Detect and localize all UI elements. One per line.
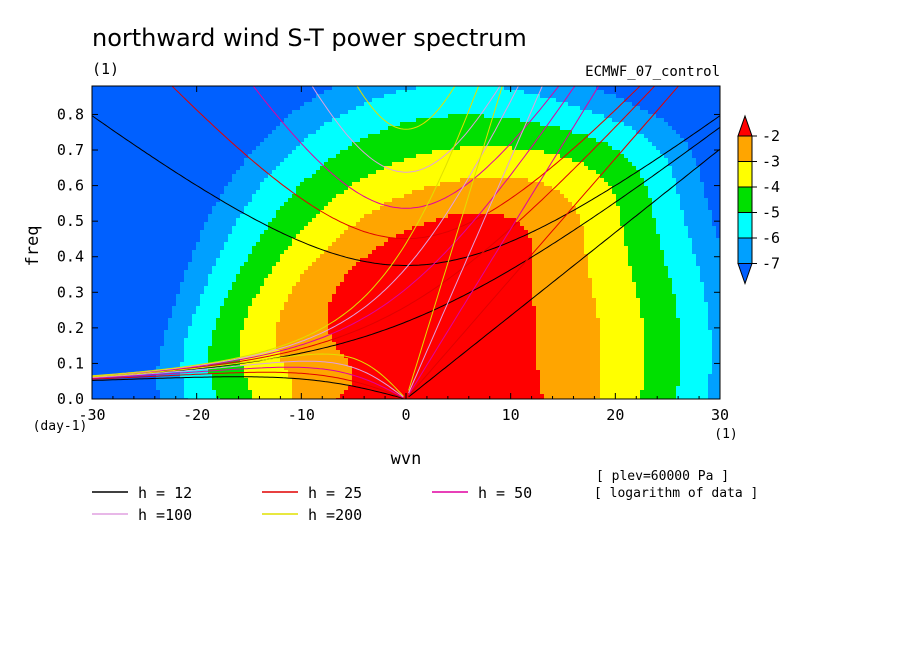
legend: h = 12 h = 25 h = 50 h =100 h =200	[92, 484, 532, 524]
x-tick-label: 10	[502, 406, 520, 424]
x-tick-label: 0	[401, 406, 410, 424]
dispersion-curve-2-mrg	[92, 86, 576, 377]
y-tick-label: 0.5	[57, 212, 84, 230]
dispersion-curve-1-mrg	[92, 86, 656, 378]
dispersion-curve-0-kelvin	[408, 148, 720, 398]
dispersion-curve-1-ig	[171, 86, 641, 240]
x-axis-label: wvn	[391, 449, 422, 469]
legend-label: h =200	[308, 506, 362, 524]
colorbar-arrow-top	[737, 114, 753, 137]
legend-label: h = 12	[138, 484, 192, 502]
y-tick-label: 0.6	[57, 177, 84, 195]
x-tick-label: -30	[78, 406, 105, 424]
dispersion-curve-0-ig	[92, 115, 720, 266]
dispersion-curves	[92, 86, 720, 399]
colorbar-label: -3	[762, 153, 780, 171]
legend-label: h = 50	[478, 484, 532, 502]
subtitle-model: ECMWF_07_control	[585, 64, 720, 80]
dispersion-curve-2-rossby	[92, 366, 404, 399]
x-axis-unit: (1)	[714, 427, 737, 442]
subtitle-unit: (1)	[92, 60, 119, 78]
colorbar-label: -5	[762, 204, 780, 222]
chart-title: northward wind S-T power spectrum	[92, 24, 527, 52]
dispersion-curve-4-mrg	[92, 86, 480, 377]
dispersion-curve-1-rossby	[92, 371, 404, 399]
legend-label: h =100	[138, 506, 192, 524]
x-tick-label: 20	[606, 406, 624, 424]
annotation-plev: [ plev=60000 Pa ]	[596, 469, 729, 484]
y-tick-label: 0.7	[57, 141, 84, 159]
y-tick-label: 0.2	[57, 319, 84, 337]
colorbar-box	[737, 237, 753, 264]
colorbar-label: -6	[762, 229, 780, 247]
y-tick-label: 0.1	[57, 354, 84, 372]
colorbar-box	[737, 135, 753, 162]
dispersion-curve-2-ig	[252, 86, 560, 209]
y-tick-label: 0.4	[57, 248, 84, 266]
dispersion-curve-4-kelvin	[408, 86, 503, 391]
dispersion-curve-4-rossby	[92, 353, 404, 397]
legend-label: h = 25	[308, 484, 362, 502]
x-tick-label: -20	[183, 406, 210, 424]
dispersion-curve-3-kelvin	[408, 86, 543, 394]
dispersion-curve-3-mrg	[92, 86, 519, 377]
dispersion-curve-0-mrg	[92, 126, 720, 378]
dispersion-curve-4-ig	[356, 86, 456, 130]
colorbar: -2 -3 -4 -5 -6 -7	[737, 114, 780, 286]
colorbar-label: -4	[762, 178, 780, 196]
x-tick-label: -10	[288, 406, 315, 424]
colorbar-box	[737, 186, 753, 213]
y-tick-label: 0.3	[57, 283, 84, 301]
dispersion-curve-0-rossby	[92, 376, 404, 399]
dispersion-curve-3-rossby	[92, 360, 404, 398]
dispersion-curve-3-ig	[311, 86, 501, 173]
x-tick-label: 30	[711, 406, 729, 424]
y-tick-label: 0.0	[57, 390, 84, 408]
axes: -30 -20 -10 0 10 20 30 0.0 0.1 0.2 0.3 0.4 0.5 0.6 0.7…	[57, 86, 729, 424]
contour-field	[92, 86, 720, 399]
dispersion-curve-2-kelvin	[408, 86, 600, 395]
colorbar-box	[737, 212, 753, 239]
colorbar-box	[737, 161, 753, 188]
y-axis-unit: (day-1)	[33, 419, 88, 434]
colorbar-label: -2	[762, 127, 780, 145]
colorbar-arrow-bottom	[737, 263, 753, 286]
dispersion-curve-1-kelvin	[408, 86, 680, 397]
y-axis-label: freq	[23, 226, 43, 267]
y-tick-label: 0.8	[57, 105, 84, 123]
annotation-log: [ logarithm of data ]	[594, 486, 758, 501]
colorbar-label: -7	[762, 255, 780, 273]
